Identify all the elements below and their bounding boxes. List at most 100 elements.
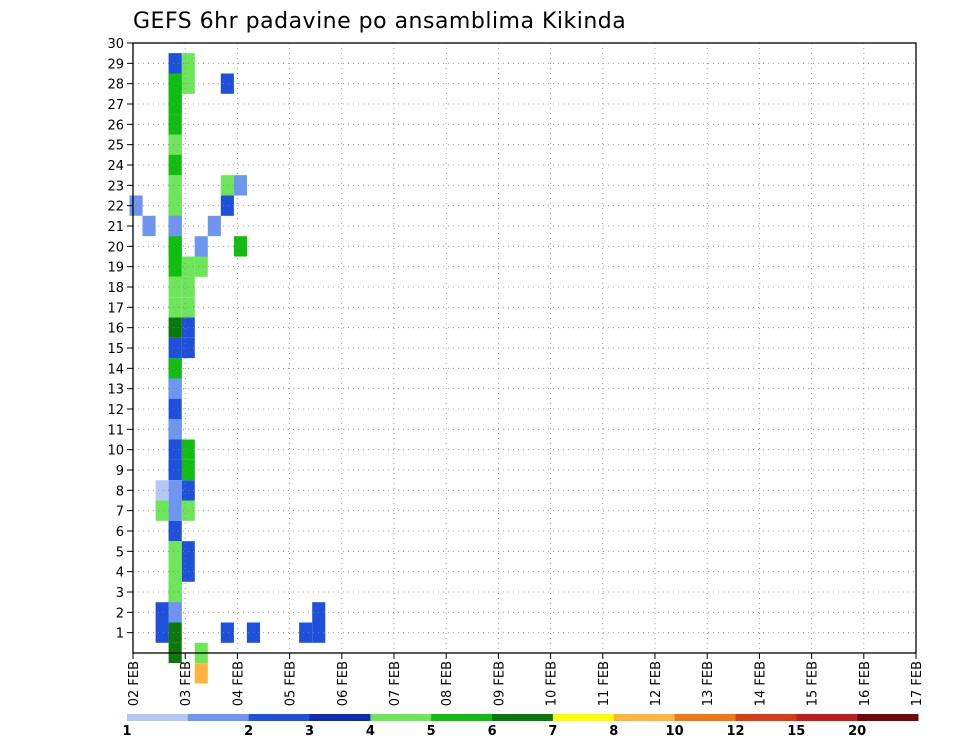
- heatmap-cell: [142, 215, 156, 237]
- heatmap-cell: [168, 398, 182, 420]
- heatmap-cells: [129, 53, 326, 684]
- y-tick-label: 18: [107, 281, 124, 296]
- heatmap-cell: [220, 195, 234, 216]
- x-tick-label: 11 FEB: [597, 661, 612, 706]
- y-tick-label: 20: [107, 240, 124, 255]
- x-tick-label: 13 FEB: [701, 661, 716, 706]
- x-tick-label: 02 FEB: [127, 661, 142, 706]
- heatmap-cell: [168, 297, 182, 318]
- heatmap-cell: [168, 337, 182, 359]
- y-tick-label: 29: [107, 57, 124, 72]
- legend-swatch: [492, 714, 554, 721]
- heatmap-cell: [168, 256, 182, 277]
- x-tick-label: 09 FEB: [492, 661, 507, 706]
- y-tick-label: 13: [107, 383, 124, 398]
- y-tick-label: 2: [116, 606, 124, 621]
- x-tick-label: 12 FEB: [649, 661, 664, 706]
- legend-swatch: [552, 714, 615, 721]
- legend-swatch: [613, 714, 676, 721]
- y-tick-label: 4: [116, 566, 124, 581]
- legend-swatch: [735, 714, 797, 721]
- x-axis: 02 FEB 03 FEB 04 FEB 05 FEB 06 FEB 07 FEB 08 F…: [127, 653, 925, 706]
- y-tick-label: 27: [107, 98, 124, 113]
- heatmap-cell: [168, 480, 182, 501]
- y-tick-label: 10: [107, 444, 124, 459]
- y-tick-label: 24: [107, 159, 124, 174]
- y-tick-label: 5: [116, 545, 124, 560]
- heatmap-cell: [168, 500, 182, 521]
- legend-label: 10: [666, 724, 684, 739]
- y-tick-label: 30: [107, 37, 124, 52]
- y-tick-label: 6: [116, 525, 124, 540]
- heatmap-cell: [168, 459, 182, 481]
- legend-swatch: [857, 714, 919, 721]
- y-tick-label: 28: [107, 78, 124, 93]
- heatmap-cell: [168, 358, 182, 379]
- legend-swatch: [127, 714, 189, 721]
- chart-title: GEFS 6hr padavine po ansamblima Kikinda: [133, 9, 626, 34]
- y-tick-label: 11: [107, 423, 124, 438]
- legend-label: 12: [726, 724, 744, 739]
- heatmap-cell: [168, 561, 182, 582]
- heatmap-cell: [194, 256, 208, 277]
- x-tick-label: 15 FEB: [806, 661, 821, 706]
- heatmap-cell: [168, 541, 182, 562]
- heatmap-cell: [194, 663, 208, 684]
- legend-label: 3: [305, 724, 314, 739]
- legend-label: 7: [548, 724, 557, 739]
- y-tick-label: 1: [116, 627, 124, 642]
- heatmap-cell: [155, 602, 169, 623]
- x-tick-label: 07 FEB: [388, 661, 403, 706]
- heatmap-cell: [168, 581, 182, 603]
- y-tick-label: 17: [107, 301, 124, 316]
- heatmap-cell: [168, 520, 182, 542]
- y-tick-label: 19: [107, 261, 124, 276]
- legend-label: 5: [427, 724, 436, 739]
- heatmap-cell: [168, 317, 182, 338]
- y-tick-label: 12: [107, 403, 124, 418]
- x-tick-label: 17 FEB: [910, 661, 925, 706]
- heatmap-cell: [168, 622, 182, 643]
- legend-label: 8: [609, 724, 618, 739]
- x-tick-label: 05 FEB: [284, 661, 299, 706]
- heatmap-cell: [168, 236, 182, 257]
- y-tick-label: 21: [107, 220, 124, 235]
- y-tick-label: 15: [107, 342, 124, 357]
- heatmap-cell: [220, 622, 234, 643]
- y-tick-label: 14: [107, 362, 124, 377]
- legend-swatch: [187, 714, 250, 721]
- heatmap-cell: [168, 114, 182, 135]
- heatmap-cell: [168, 378, 182, 399]
- heatmap-cell: [168, 134, 182, 155]
- heatmap-cell: [168, 276, 182, 298]
- legend-swatch: [370, 714, 432, 721]
- legend-swatch: [796, 714, 858, 721]
- heatmap-cell: [168, 215, 182, 237]
- heatmap-cell: [168, 93, 182, 115]
- heatmap-cell: [155, 622, 169, 643]
- y-tick-label: 9: [116, 464, 124, 479]
- heatmap-cell: [168, 175, 182, 196]
- heatmap-cell: [299, 622, 313, 643]
- grid-lines: [133, 42, 916, 653]
- heatmap-cell: [233, 236, 247, 257]
- heatmap-cell: [155, 480, 169, 501]
- y-tick-label: 8: [116, 484, 124, 499]
- legend-swatch: [674, 714, 736, 721]
- heatmap-cell: [168, 53, 182, 74]
- heatmap-cell: [168, 73, 182, 94]
- y-tick-label: 16: [107, 322, 124, 337]
- heatmap-cell: [155, 500, 169, 521]
- y-tick-label: 22: [107, 200, 124, 215]
- legend-label: 2: [244, 724, 253, 739]
- legend-label: 6: [488, 724, 497, 739]
- y-tick-label: 3: [116, 586, 124, 601]
- heatmap-cell: [233, 175, 247, 196]
- y-tick-label: 25: [107, 139, 124, 154]
- x-tick-label: 08 FEB: [440, 661, 455, 706]
- color-legend: 1 2 3 4 5 6 7 8 10 12 15 20: [122, 714, 919, 739]
- legend-label: 15: [787, 724, 805, 739]
- heatmap-cell: [220, 175, 234, 196]
- legend-label: 1: [122, 724, 131, 739]
- y-tick-label: 7: [116, 505, 124, 520]
